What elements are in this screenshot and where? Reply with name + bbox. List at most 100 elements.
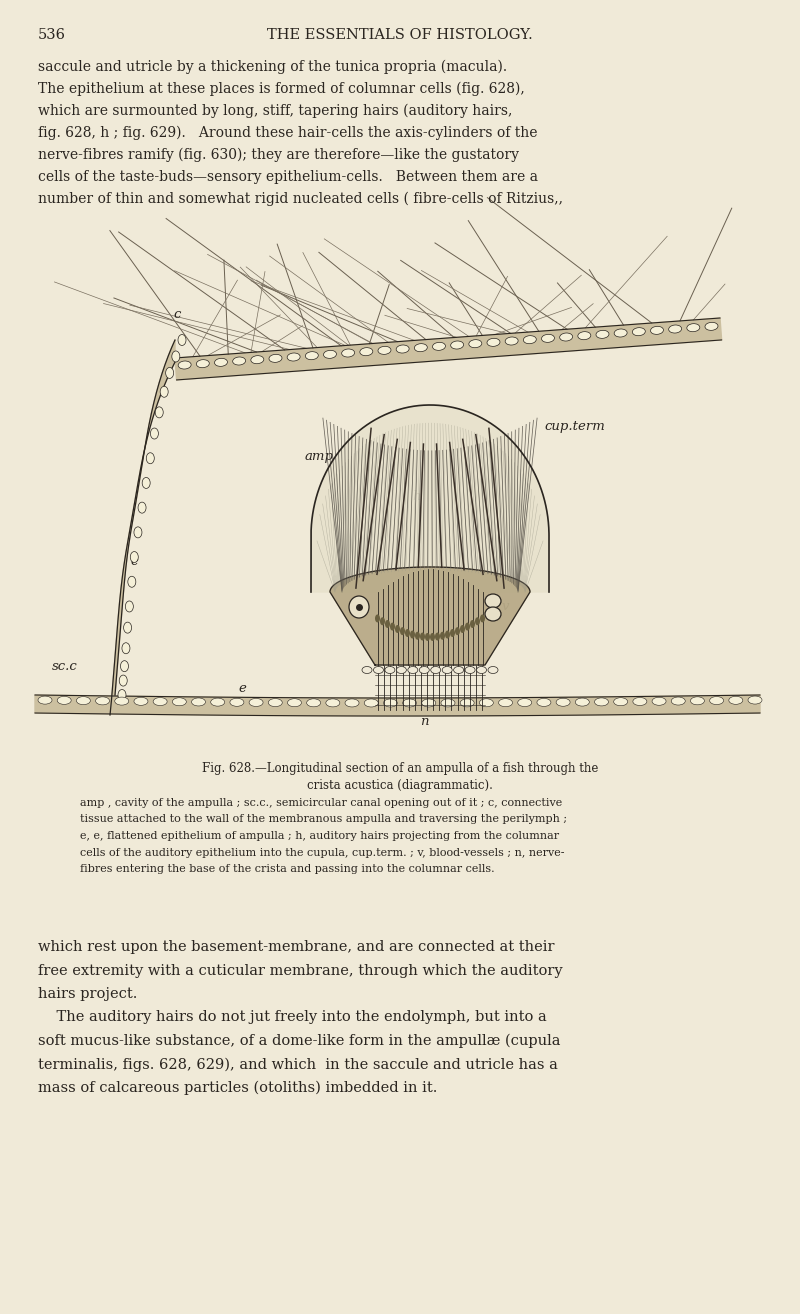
Ellipse shape <box>390 623 395 631</box>
Ellipse shape <box>408 666 418 674</box>
Ellipse shape <box>364 699 378 707</box>
Ellipse shape <box>422 699 436 707</box>
Ellipse shape <box>414 344 427 352</box>
Ellipse shape <box>455 627 460 635</box>
Ellipse shape <box>633 698 647 706</box>
Ellipse shape <box>430 666 441 674</box>
Text: c: c <box>173 307 180 321</box>
Text: fibres entering the base of the crista and passing into the columnar cells.: fibres entering the base of the crista a… <box>80 865 494 874</box>
Ellipse shape <box>470 620 475 628</box>
Ellipse shape <box>441 699 455 707</box>
Ellipse shape <box>415 632 420 640</box>
Ellipse shape <box>172 351 180 361</box>
Ellipse shape <box>345 699 359 707</box>
Ellipse shape <box>748 696 762 704</box>
Ellipse shape <box>445 631 450 639</box>
Ellipse shape <box>450 342 464 350</box>
Ellipse shape <box>402 699 417 707</box>
Ellipse shape <box>518 699 532 707</box>
Ellipse shape <box>410 631 415 639</box>
Ellipse shape <box>153 698 167 706</box>
Ellipse shape <box>160 386 168 397</box>
Text: amp.: amp. <box>305 449 338 463</box>
Text: n: n <box>420 715 429 728</box>
Ellipse shape <box>442 666 452 674</box>
Text: terminalis, figs. 628, 629), and which  in the saccule and utricle has a: terminalis, figs. 628, 629), and which i… <box>38 1058 558 1072</box>
Ellipse shape <box>326 699 340 707</box>
Text: soft mucus-like substance, of a dome-like form in the ampullæ (cupula: soft mucus-like substance, of a dome-lik… <box>38 1034 561 1049</box>
Ellipse shape <box>362 666 372 674</box>
Ellipse shape <box>419 666 430 674</box>
Ellipse shape <box>172 698 186 706</box>
Ellipse shape <box>150 428 158 439</box>
Ellipse shape <box>542 334 554 343</box>
Ellipse shape <box>123 622 131 633</box>
Ellipse shape <box>349 597 369 618</box>
Text: h: h <box>412 490 421 503</box>
Ellipse shape <box>178 361 191 369</box>
Ellipse shape <box>138 502 146 514</box>
Ellipse shape <box>465 666 475 674</box>
Ellipse shape <box>249 699 263 707</box>
Ellipse shape <box>383 699 398 707</box>
Text: hairs project.: hairs project. <box>38 987 138 1001</box>
Ellipse shape <box>142 477 150 489</box>
Text: mass of calcareous particles (otoliths) imbedded in it.: mass of calcareous particles (otoliths) … <box>38 1081 438 1096</box>
Ellipse shape <box>671 696 686 706</box>
Ellipse shape <box>385 666 395 674</box>
Ellipse shape <box>126 600 134 612</box>
Polygon shape <box>175 318 722 380</box>
Ellipse shape <box>505 336 518 346</box>
Text: e: e <box>130 555 138 568</box>
Text: The auditory hairs do not jut freely into the endolymph, but into a: The auditory hairs do not jut freely int… <box>38 1010 546 1025</box>
Ellipse shape <box>118 690 126 700</box>
Ellipse shape <box>575 698 590 706</box>
Text: 536: 536 <box>38 28 66 42</box>
Ellipse shape <box>460 699 474 707</box>
Ellipse shape <box>196 360 210 368</box>
Ellipse shape <box>477 666 486 674</box>
Text: cells of the taste-buds—sensory epithelium-cells.   Between them are a: cells of the taste-buds—sensory epitheli… <box>38 170 538 184</box>
Ellipse shape <box>537 699 551 707</box>
Ellipse shape <box>469 339 482 348</box>
Ellipse shape <box>374 666 383 674</box>
Ellipse shape <box>306 699 321 707</box>
Ellipse shape <box>269 355 282 363</box>
Ellipse shape <box>396 666 406 674</box>
Ellipse shape <box>480 615 485 623</box>
Text: The epithelium at these places is formed of columnar cells (fig. 628),: The epithelium at these places is formed… <box>38 81 525 96</box>
Ellipse shape <box>287 353 300 361</box>
Text: e, e, flattened epithelium of ampulla ; h, auditory hairs projecting from the co: e, e, flattened epithelium of ampulla ; … <box>80 830 559 841</box>
Ellipse shape <box>669 325 682 332</box>
Ellipse shape <box>306 352 318 360</box>
Ellipse shape <box>342 350 354 357</box>
Ellipse shape <box>435 632 440 640</box>
Polygon shape <box>311 405 549 593</box>
Ellipse shape <box>214 359 227 367</box>
Ellipse shape <box>38 696 52 704</box>
Ellipse shape <box>128 577 136 587</box>
Polygon shape <box>110 340 175 715</box>
Ellipse shape <box>210 698 225 706</box>
Ellipse shape <box>230 698 244 707</box>
Ellipse shape <box>395 625 400 633</box>
Ellipse shape <box>155 407 163 418</box>
Text: free extremity with a cuticular membrane, through which the auditory: free extremity with a cuticular membrane… <box>38 963 562 978</box>
Ellipse shape <box>498 699 513 707</box>
Ellipse shape <box>57 696 71 704</box>
Text: number of thin and somewhat rigid nucleated cells ( fibre-cells of Ritzius,,: number of thin and somewhat rigid nuclea… <box>38 192 563 206</box>
Ellipse shape <box>433 343 446 351</box>
Ellipse shape <box>134 698 148 706</box>
Ellipse shape <box>560 332 573 342</box>
Text: Fig. 628.—Longitudinal section of an ampulla of a fish through the: Fig. 628.—Longitudinal section of an amp… <box>202 762 598 775</box>
Text: cells of the auditory epithelium into the cupula, cup.term. ; v, blood-vessels ;: cells of the auditory epithelium into th… <box>80 848 565 858</box>
Ellipse shape <box>425 633 430 641</box>
Ellipse shape <box>460 625 465 633</box>
Ellipse shape <box>405 629 410 637</box>
Ellipse shape <box>400 627 405 635</box>
Ellipse shape <box>523 335 536 344</box>
Ellipse shape <box>488 666 498 674</box>
Ellipse shape <box>485 594 501 608</box>
Text: THE ESSENTIALS OF HISTOLOGY.: THE ESSENTIALS OF HISTOLOGY. <box>267 28 533 42</box>
Ellipse shape <box>122 643 130 654</box>
